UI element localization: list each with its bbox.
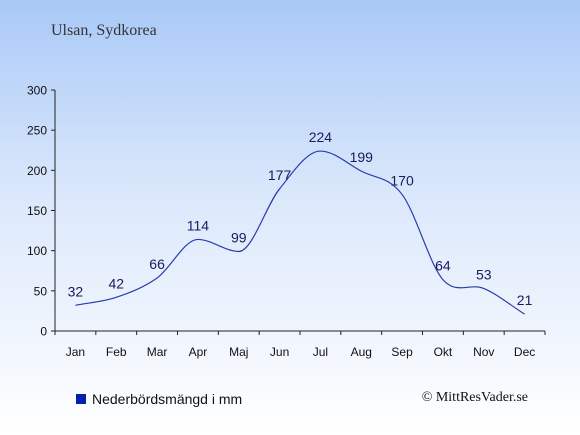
legend: Nederbördsmängd i mm [76, 391, 242, 407]
data-point [401, 193, 404, 196]
data-label: 32 [68, 283, 84, 299]
data-label: 199 [350, 149, 374, 165]
x-tick-label: Dec [514, 345, 535, 359]
data-point [523, 313, 526, 316]
y-tick-label: 300 [27, 84, 47, 98]
x-tick-label: Maj [229, 345, 248, 359]
data-point [237, 250, 240, 253]
y-tick-label: 100 [27, 244, 47, 258]
data-point [319, 150, 322, 153]
legend-swatch [76, 394, 86, 404]
data-point [196, 238, 199, 241]
data-point [360, 170, 363, 173]
y-tick-label: 0 [40, 325, 47, 339]
x-tick-label: Jan [66, 345, 85, 359]
data-point [278, 187, 281, 190]
y-tick-label: 250 [27, 124, 47, 138]
data-label: 53 [476, 266, 492, 282]
data-point [115, 296, 118, 299]
data-label: 64 [435, 258, 451, 274]
y-tick-label: 150 [27, 204, 47, 218]
legend-label: Nederbördsmängd i mm [92, 391, 243, 407]
data-label: 99 [231, 229, 247, 245]
y-tick-label: 200 [27, 164, 47, 178]
y-tick-label: 50 [34, 284, 48, 298]
copyright-text: © MittResVader.se [421, 390, 528, 405]
data-label: 66 [149, 256, 165, 272]
chart-location-title: Ulsan, Sydkorea [51, 22, 157, 39]
x-tick-label: Jun [270, 345, 289, 359]
x-tick-label: Jul [313, 345, 328, 359]
data-point [441, 278, 444, 281]
data-point [74, 304, 77, 307]
data-point [482, 287, 485, 290]
data-label: 21 [517, 292, 533, 308]
x-tick-label: Nov [473, 345, 494, 359]
x-tick-label: Aug [351, 345, 372, 359]
data-label: 170 [390, 172, 414, 188]
data-label: 177 [268, 167, 292, 183]
data-label: 224 [309, 129, 333, 145]
x-tick-label: Apr [189, 345, 208, 359]
data-label: 114 [187, 217, 210, 233]
precipitation-line [75, 150, 525, 315]
x-tick-label: Okt [434, 345, 453, 359]
x-tick-label: Feb [106, 345, 127, 359]
data-point [156, 276, 159, 279]
x-tick-label: Mar [147, 345, 168, 359]
x-tick-label: Sep [391, 345, 413, 359]
data-label: 42 [108, 275, 124, 291]
